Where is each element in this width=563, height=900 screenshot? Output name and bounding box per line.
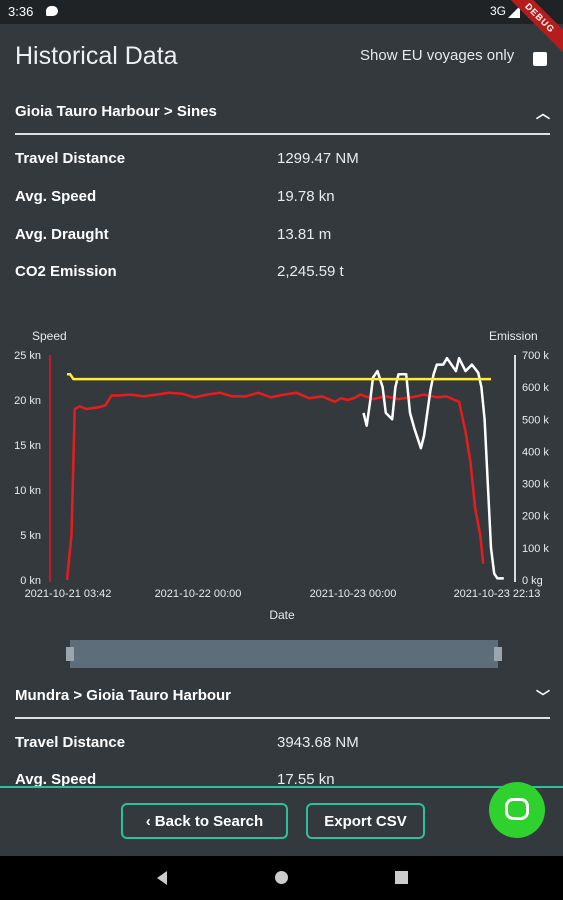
series-line-1 <box>362 356 504 580</box>
right-tick-label: 100 k <box>522 543 549 555</box>
right-tick-label: 500 k <box>522 414 549 426</box>
stat-value: 3943.68 NM <box>277 734 359 751</box>
range-handle-left[interactable] <box>66 647 74 661</box>
stat-label: CO2 Emission <box>15 263 117 280</box>
stat-value: 2,245.59 t <box>277 263 344 280</box>
right-axis-ticks: 0 kg 100 k 200 k 300 k 400 k 500 k 600 k 700 k <box>522 350 549 587</box>
voyage-origin: Gioia Tauro Harbour <box>15 103 160 120</box>
stat-value: 13.81 m <box>277 226 332 243</box>
x-tick-label: 2021-10-22 00:00 <box>155 588 242 600</box>
left-tick-label: 10 kn <box>14 485 41 497</box>
voyage-header[interactable]: Gioia Tauro Harbour > Sines ︿ <box>15 103 550 127</box>
voyage-origin: Mundra <box>15 687 70 704</box>
chevron-left-icon: ‹ <box>145 812 151 830</box>
stat-label: Avg. Draught <box>15 226 109 243</box>
x-tick-label: 2021-10-23 22:13 <box>454 588 541 600</box>
stat-value: 19.78 kn <box>277 188 335 205</box>
status-time: 3:36 <box>8 4 34 19</box>
stat-value: 17.55 kn <box>277 771 335 788</box>
left-tick-label: 0 kn <box>20 575 41 587</box>
stat-label: Travel Distance <box>15 150 126 167</box>
divider <box>15 133 550 135</box>
eu-filter-checkbox[interactable] <box>533 52 547 66</box>
right-tick-label: 600 k <box>522 382 549 394</box>
eu-filter-label: Show EU voyages only <box>360 47 515 64</box>
voyage-header[interactable]: Mundra > Gioia Tauro Harbour ﹀ <box>15 687 550 711</box>
nav-home-icon[interactable] <box>275 871 288 884</box>
x-tick-label: 2021-10-23 00:00 <box>310 588 397 600</box>
right-tick-label: 700 k <box>522 350 549 362</box>
divider <box>15 717 550 719</box>
chart-range-slider[interactable] <box>70 640 498 668</box>
series-group <box>65 356 504 581</box>
system-nav-bar <box>0 856 563 900</box>
right-tick-label: 300 k <box>522 479 549 491</box>
chevron-up-icon[interactable]: ︿ <box>536 105 550 121</box>
page-title: Historical Data <box>15 42 178 70</box>
signal-icon <box>508 6 520 18</box>
stat-label: Avg. Speed <box>15 771 97 788</box>
route-arrow: > <box>73 687 87 704</box>
right-tick-label: 0 kg <box>522 575 543 587</box>
bottom-action-bar <box>0 786 563 858</box>
chevron-down-icon[interactable]: ﹀ <box>536 689 550 705</box>
stat-value: 1299.47 NM <box>277 150 359 167</box>
range-handle-right[interactable] <box>494 647 502 661</box>
left-axis-title: Speed <box>32 329 67 343</box>
export-button-label: Export CSV <box>324 812 407 830</box>
chat-fab-button[interactable] <box>489 782 545 838</box>
back-button-label: Back to Search <box>154 812 264 830</box>
stat-label: Avg. Speed <box>15 188 97 205</box>
status-bar: 3:36 3G <box>0 0 563 24</box>
left-axis-ticks: 0 kn 5 kn 10 kn 15 kn 20 kn 25 kn <box>14 350 41 587</box>
left-tick-label: 20 kn <box>14 395 41 407</box>
message-icon <box>46 6 58 16</box>
voyage-destination: Sines <box>176 103 217 120</box>
series-line-0 <box>65 391 485 581</box>
left-tick-label: 15 kn <box>14 440 41 452</box>
left-tick-label: 25 kn <box>14 350 41 362</box>
nav-recents-icon[interactable] <box>395 871 408 884</box>
right-tick-label: 200 k <box>522 511 549 523</box>
route-arrow: > <box>163 103 177 120</box>
left-tick-label: 5 kn <box>20 530 41 542</box>
x-tick-label: 2021-10-21 03:42 <box>25 588 112 600</box>
series-line-2 <box>67 373 491 381</box>
stat-label: Travel Distance <box>15 734 126 751</box>
nav-back-icon[interactable] <box>157 871 167 885</box>
voyage-destination: Gioia Tauro Harbour <box>86 687 232 704</box>
x-axis-ticks: 2021-10-21 03:42 2021-10-22 00:00 2021-10-… <box>25 588 541 600</box>
chat-icon <box>505 798 529 820</box>
right-axis-title: Emission <box>489 329 538 343</box>
network-type: 3G <box>490 4 507 18</box>
right-tick-label: 400 k <box>522 446 549 458</box>
x-axis-title: Date <box>269 608 295 622</box>
voyage-chart: Speed Emission 0 kn 5 kn 10 kn 15 kn 20 kn 25… <box>14 329 549 622</box>
export-csv-button[interactable]: Export CSV <box>306 803 425 839</box>
back-to-search-button[interactable]: ‹ Back to Search <box>121 803 288 839</box>
